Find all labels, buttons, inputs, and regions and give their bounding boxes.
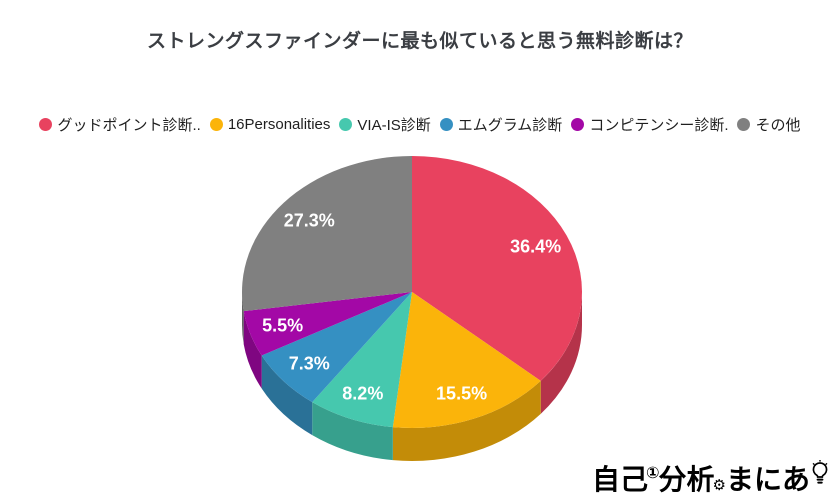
pie-slice-2[interactable]: [312, 292, 412, 428]
legend-label: コンピテンシー診断.: [589, 117, 729, 134]
pie-slice-5[interactable]: [241, 156, 412, 312]
pie-slice-label-1: 15.5%: [436, 383, 487, 403]
legend-dot-icon: [39, 118, 53, 131]
logo-text-bunseki: 分析: [658, 464, 715, 495]
legend-item-0: グッドポイント診断..: [39, 114, 201, 135]
legend-item-2: VIA-IS診断: [339, 114, 431, 135]
pie-slice-1[interactable]: [392, 292, 541, 428]
pie-slice-side-4: [243, 311, 262, 389]
legend-dot-icon: [339, 118, 353, 131]
pie-slice-side-0: [540, 292, 582, 414]
legend-label: その他: [755, 117, 801, 134]
pie-slice-label-5: 27.3%: [284, 211, 335, 231]
pie-slice-label-0: 36.4%: [510, 237, 561, 257]
pie-slice-3[interactable]: [261, 292, 412, 403]
pie-slice-4[interactable]: [243, 292, 412, 356]
pie-slice-side-1: [392, 380, 541, 461]
legend-label: 16Personalities: [227, 116, 331, 133]
legend-item-3: エムグラム診断: [439, 114, 563, 135]
pie-slice-label-3: 7.3%: [289, 353, 330, 373]
pie-slice-0[interactable]: [412, 156, 583, 381]
legend-dot-icon: [439, 118, 453, 131]
legend: グッドポイント診断.. 16Personalities VIA-IS診断 エムグラム診…: [0, 114, 840, 135]
legend-item-5: その他: [737, 114, 801, 135]
legend-dot-icon: [737, 118, 751, 131]
circled-one-icon: ①: [645, 465, 660, 482]
site-logo: 自己 ① 分析 ⚙ まにあ: [591, 460, 830, 495]
legend-item-1: 16Personalities: [209, 116, 331, 133]
chart-title: ストレングスファインダーに最も似ていると思う無料診断は？: [146, 31, 693, 52]
legend-label: VIA-IS診断: [357, 117, 431, 134]
legend-item-4: コンピテンシー診断.: [571, 114, 728, 135]
legend-label: グッドポイント診断..: [57, 117, 201, 134]
pie-slice-side-5: [242, 292, 244, 345]
light-bulb-icon: [810, 460, 830, 492]
logo-text-mania: まにあ: [725, 464, 810, 495]
pie-slice-label-4: 5.5%: [262, 316, 303, 336]
logo-text-jiko: 自己: [591, 464, 648, 495]
legend-label: エムグラム診断: [457, 117, 563, 134]
gear-icon: ⚙: [712, 477, 726, 494]
pie-slice-side-2: [312, 402, 393, 461]
legend-dot-icon: [571, 118, 585, 131]
legend-dot-icon: [209, 118, 223, 131]
pie-slice-label-2: 8.2%: [342, 383, 383, 403]
pie-slice-side-3: [261, 355, 313, 436]
